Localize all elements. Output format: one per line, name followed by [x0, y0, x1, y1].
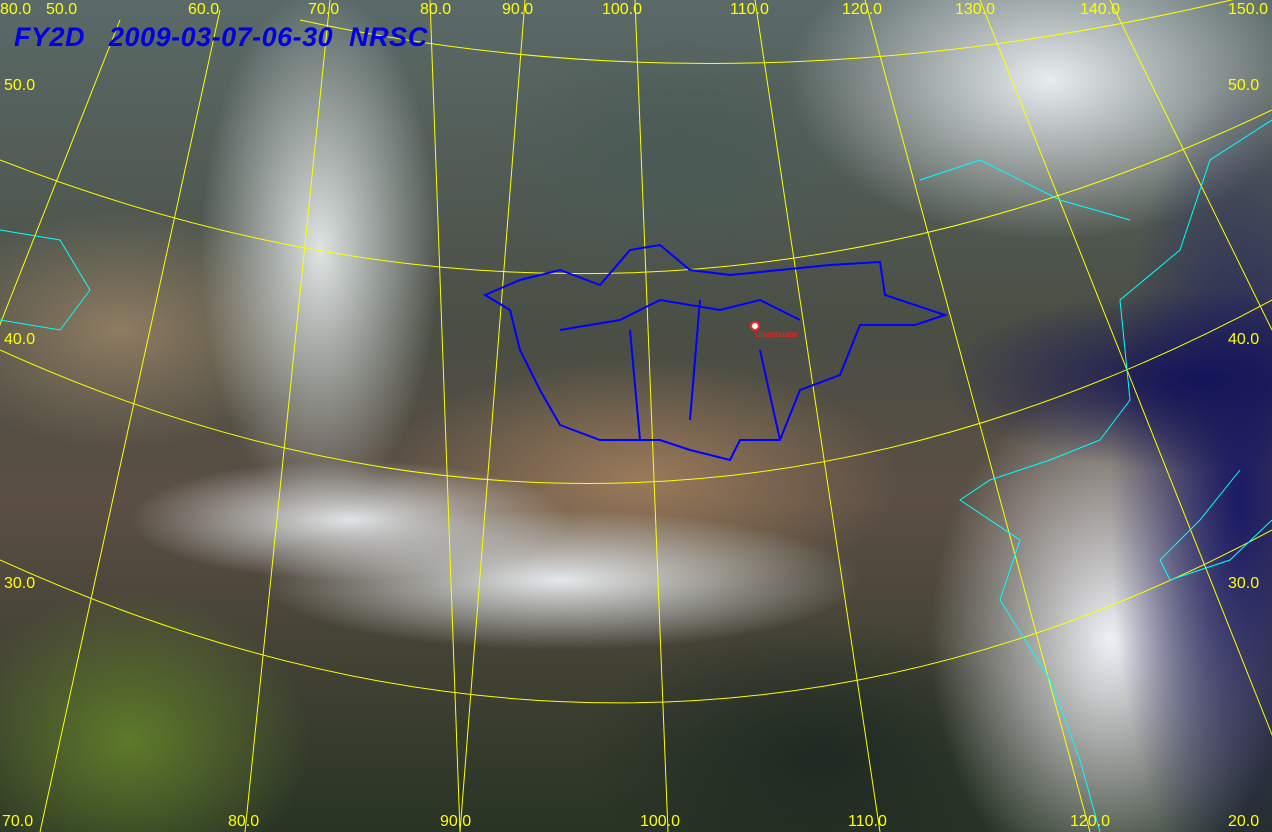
graticule-label: 50.0	[1228, 77, 1260, 94]
parallel-line	[0, 529, 1272, 704]
parallel-line	[0, 299, 1272, 484]
graticule-label: 70.0	[308, 1, 340, 18]
graticule-label: 80.0	[228, 813, 260, 830]
graticule-label: 40.0	[1228, 331, 1260, 348]
graticule-label: 80.0	[0, 1, 32, 18]
graticule-label: 30.0	[4, 575, 36, 592]
meridian-line	[459, 0, 526, 832]
graticule-label: 110.0	[848, 813, 887, 830]
graticule-label: 100.0	[602, 1, 643, 18]
meridian-line	[754, 0, 881, 832]
city-label: Ulaanbaatar	[755, 330, 799, 339]
graticule-label: 130.0	[955, 1, 996, 18]
graticule-label: 70.0	[2, 813, 34, 830]
graticule-label: 110.0	[730, 1, 769, 18]
meridian-line	[429, 0, 461, 832]
graticule-label: 20.0	[1228, 813, 1260, 830]
meridian-line	[244, 0, 331, 832]
meridian-line	[979, 0, 1272, 737]
graticule-label: 120.0	[1070, 813, 1111, 830]
graticule-label: 80.0	[420, 1, 452, 18]
meridian-line	[634, 0, 669, 832]
graticule-label: 150.0	[1228, 1, 1269, 18]
city-marker-icon	[750, 321, 760, 331]
graticule-label: 50.0	[46, 1, 78, 18]
mongolia-province-boundaries	[482, 243, 949, 462]
parallel-line	[0, 109, 1272, 275]
coastlines	[0, 119, 1272, 832]
graticule-label: 30.0	[1228, 575, 1260, 592]
image-title: FY2D 2009-03-07-06-30 NRSC	[14, 22, 428, 52]
graticule-label: 90.0	[440, 813, 472, 830]
meridian-line	[864, 0, 1091, 832]
graticule-label: 120.0	[842, 1, 883, 18]
meridian-line	[39, 9, 221, 832]
graticule-label: 90.0	[502, 1, 534, 18]
graticule-label: 140.0	[1080, 1, 1121, 18]
graticule-label: 100.0	[640, 813, 681, 830]
meridian-line	[0, 19, 121, 326]
graticule-label: 60.0	[188, 1, 220, 18]
meridian-line	[1109, 0, 1272, 331]
graticule-label: 50.0	[4, 77, 36, 94]
parallel-line	[299, 0, 1234, 64]
graticule-label: 40.0	[4, 331, 36, 348]
